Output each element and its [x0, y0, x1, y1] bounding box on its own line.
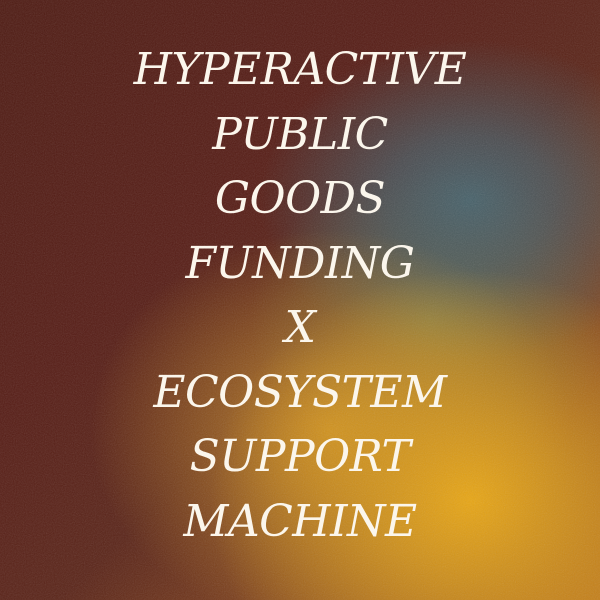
- title-line: PUBLIC: [212, 108, 388, 160]
- poster-title: HYPERACTIVE PUBLIC GOODS FUNDING X ECOSY…: [0, 38, 600, 554]
- title-line: FUNDING: [185, 237, 415, 289]
- title-line: MACHINE: [183, 495, 417, 547]
- title-line: HYPERACTIVE: [133, 44, 467, 95]
- title-line: X: [284, 302, 316, 353]
- title-line: GOODS: [214, 173, 386, 224]
- title-line: ECOSYSTEM: [153, 366, 447, 418]
- title-line: SUPPORT: [189, 431, 411, 482]
